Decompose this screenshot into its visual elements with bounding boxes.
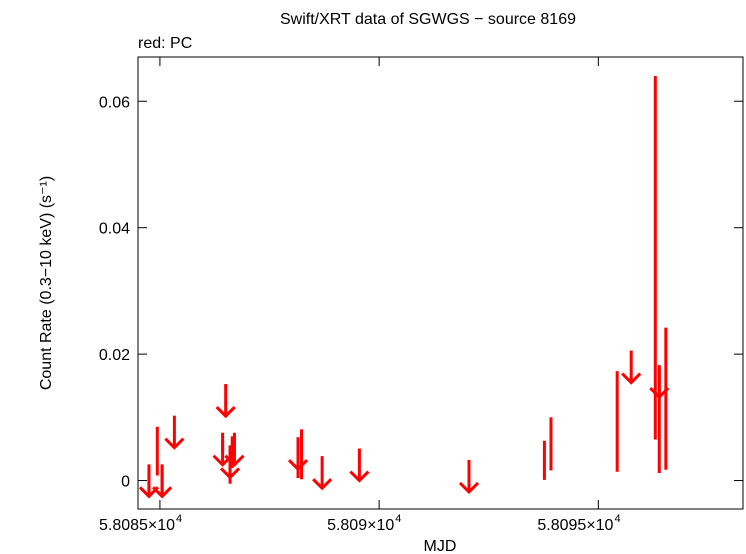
chart-subtitle: red: PC [138,35,192,52]
x-tick-times: ×10 [148,517,175,534]
y-axis-ticks: 0 0.02 0.04 0.06 [99,94,743,491]
x-tick-exponent: 4 [614,513,620,525]
x-tick-exponent: 4 [395,513,401,525]
x-tick-mantissa: 5.8085 [99,517,148,534]
x-tick-label: 5.8085 ×10 4 [99,513,182,534]
arrow-head [152,486,173,499]
arrow-head [621,372,642,385]
y-tick-label: 0.06 [99,94,130,111]
x-tick-label: 5.809 ×10 4 [327,513,401,534]
upper-limit-arrow [312,456,333,491]
y-tick-label: 0.04 [99,221,130,238]
x-tick-label: 5.8095 ×10 4 [537,513,620,534]
arrow-head [649,387,670,400]
y-axis-label: Count Rate (0.3−10 keV) (s⁻¹) [38,176,55,390]
upper-limit-arrow [649,365,670,400]
arrow-head [349,470,370,483]
upper-limit-arrow [224,432,245,467]
x-tick-exponent: 4 [176,513,182,525]
plot-frame [137,56,744,510]
arrow-head [224,454,245,467]
x-tick-times: ×10 [367,517,394,534]
y-tick-label: 0 [121,474,130,491]
x-axis-ticks: 5.8085 ×10 4 5.809 ×10 4 5.8095 ×10 4 [99,57,621,534]
upper-limit-arrow [349,448,370,483]
arrow-head [458,481,480,495]
y-tick-label: 0.02 [99,347,130,364]
chart-title: Swift/XRT data of SGWGS − source 8169 [280,11,576,28]
arrow-head [220,467,241,480]
upper-limit-arrow [621,350,642,385]
x-tick-times: ×10 [586,517,613,534]
upper-limit-arrow [152,464,173,499]
x-tick-mantissa: 5.809 [327,517,367,534]
x-axis-label: MJD [424,538,457,554]
arrow-head [312,478,333,491]
data-marks [138,75,670,499]
arrow-head [287,459,309,472]
x-tick-mantissa: 5.8095 [537,517,586,534]
upper-limit-arrow [458,459,480,495]
arrow-head [215,406,236,419]
arrow-head [164,437,185,450]
upper-limit-arrow [164,415,185,450]
upper-limit-arrow [287,437,309,472]
upper-limit-arrow [215,384,236,419]
